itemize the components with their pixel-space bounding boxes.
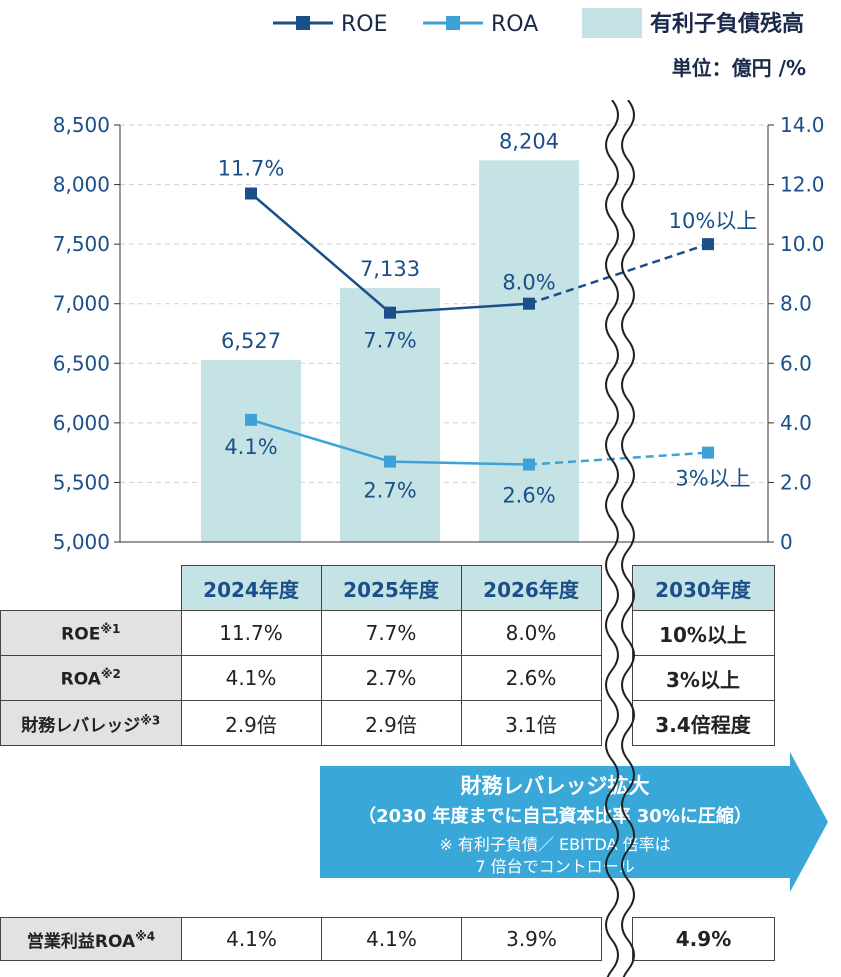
series-lines: [245, 187, 714, 471]
tick-label-right: 12.0: [780, 173, 825, 197]
point-label-roe: 11.7%: [218, 157, 285, 181]
axis-break-wave: [605, 100, 635, 977]
bar: [201, 360, 301, 542]
point-label-roe: 8.0%: [502, 271, 555, 295]
cell: 4.1%: [321, 917, 462, 961]
legend-roa-marker: [446, 16, 460, 30]
col-header-2030: 2030年度: [631, 565, 775, 611]
cell: 3.1倍: [460, 700, 602, 746]
cell: 4.9%: [632, 917, 775, 961]
cell: 10%以上: [631, 610, 775, 656]
cell: 3%以上: [631, 655, 775, 701]
summary-table: 2024年度 2025年度 2026年度 2030年度 ROE※1 11.7% …: [0, 565, 775, 746]
bar-label: 8,204: [499, 129, 559, 153]
arrow-text: 財務レバレッジ拡大 （2030 年度までに自己資本比率 30%に圧縮） ※ 有利…: [320, 770, 790, 878]
point-label-roe: 10%以上: [669, 209, 758, 233]
point-label-roa: 4.1%: [224, 435, 277, 459]
cell: 2.7%: [320, 655, 462, 701]
table-row: 財務レバレッジ※3 2.9倍 2.9倍 3.1倍 3.4倍程度: [0, 700, 775, 746]
point-roe: [702, 238, 714, 251]
arrow-subtitle: （2030 年度までに自己資本比率 30%に圧縮）: [358, 806, 752, 827]
point-label-roe: 7.7%: [363, 329, 416, 353]
legend-roe-marker: [296, 16, 310, 30]
cell: 2.6%: [460, 655, 602, 701]
cell: 8.0%: [460, 610, 602, 656]
series-line-dashed-roa: [528, 451, 709, 466]
legend-debt: 有利子負債残高: [650, 11, 804, 37]
cell: 7.7%: [320, 610, 462, 656]
tick-label-right: 8.0: [780, 292, 812, 316]
cell: 3.4倍程度: [631, 700, 775, 746]
col-header-2026: 2026年度: [460, 565, 602, 611]
point-label-roa: 2.6%: [502, 484, 555, 508]
tick-label-left: 8,000: [53, 173, 110, 197]
bar-label: 6,527: [221, 329, 281, 353]
row-label-roa: ROA※2: [0, 655, 182, 701]
col-header-2024: 2024年度: [180, 565, 322, 611]
cell: 3.9%: [461, 917, 602, 961]
leverage-arrow: [320, 752, 828, 892]
bars: [201, 160, 579, 542]
cell: 2.9倍: [320, 700, 462, 746]
table-row: 営業利益ROA※4 4.1% 4.1% 3.9% 4.9%: [0, 917, 775, 961]
row-label-leverage: 財務レバレッジ※3: [0, 700, 182, 746]
tick-label-left: 7,500: [53, 232, 110, 256]
tick-label-left: 7,000: [53, 292, 110, 316]
arrow-note: ※ 有利子負債／ EBITDA 倍率は 7 倍台でコントロール: [439, 835, 671, 876]
point-roa: [245, 413, 257, 426]
col-header-2025: 2025年度: [320, 565, 462, 611]
row-label-op-roa: 営業利益ROA※4: [0, 917, 182, 961]
tick-label-left: 5,500: [53, 470, 110, 494]
unit-label: 単位：億円 /%: [672, 56, 806, 80]
row-label-roe: ROE※1: [0, 610, 182, 656]
axes: 5,000 5,500 6,000 6,500 7,000 7,500 8,000 8,500…: [53, 113, 825, 554]
legend-roa: ROA: [491, 12, 538, 37]
legend-roe: ROE: [341, 12, 388, 37]
data-labels: 6,527 7,133 8,204 11.7% 7.7% 8.0% 10%以上 4.1% 2.7…: [218, 129, 758, 507]
tick-label-left: 8,500: [53, 113, 110, 137]
point-label-roa: 3%以上: [675, 467, 750, 491]
chart: ROE ROA 有利子負債残高 単位：億円 /% 5,000 5,500 6,000…: [53, 8, 825, 554]
point-roe: [523, 297, 535, 310]
bar: [340, 287, 440, 542]
point-roa: [702, 446, 714, 459]
point-label-roa: 2.7%: [363, 479, 416, 503]
legend: ROE ROA 有利子負債残高: [273, 8, 804, 38]
table-header-row: 2024年度 2025年度 2026年度 2030年度: [1, 565, 775, 611]
tick-label-right: 4.0: [780, 411, 812, 435]
cell: 2.9倍: [180, 700, 322, 746]
cell: 4.1%: [180, 655, 322, 701]
table-row: ROA※2 4.1% 2.7% 2.6% 3%以上: [0, 655, 775, 701]
tick-label-right: 6.0: [780, 351, 812, 375]
tick-label-right: 0: [780, 530, 793, 554]
cell: 11.7%: [180, 610, 322, 656]
cell: 4.1%: [181, 917, 322, 961]
series-line-dashed-roe: [528, 242, 709, 305]
tick-label-right: 2.0: [780, 470, 812, 494]
tick-label-right: 10.0: [780, 232, 825, 256]
tick-label-left: 6,000: [53, 411, 110, 435]
legend-debt-swatch: [582, 8, 642, 38]
bar: [479, 160, 579, 542]
tick-label-left: 6,500: [53, 351, 110, 375]
tick-label-right: 14.0: [780, 113, 825, 137]
arrow-title: 財務レバレッジ拡大: [460, 774, 650, 798]
point-roe: [245, 187, 257, 200]
point-roa: [523, 458, 535, 471]
tick-label-left: 5,000: [53, 530, 110, 554]
table-row: ROE※1 11.7% 7.7% 8.0% 10%以上: [0, 610, 775, 656]
point-roa: [384, 455, 396, 468]
op-profit-table: 営業利益ROA※4 4.1% 4.1% 3.9% 4.9%: [0, 917, 775, 961]
bar-label: 7,133: [360, 257, 420, 281]
point-roe: [384, 306, 396, 319]
